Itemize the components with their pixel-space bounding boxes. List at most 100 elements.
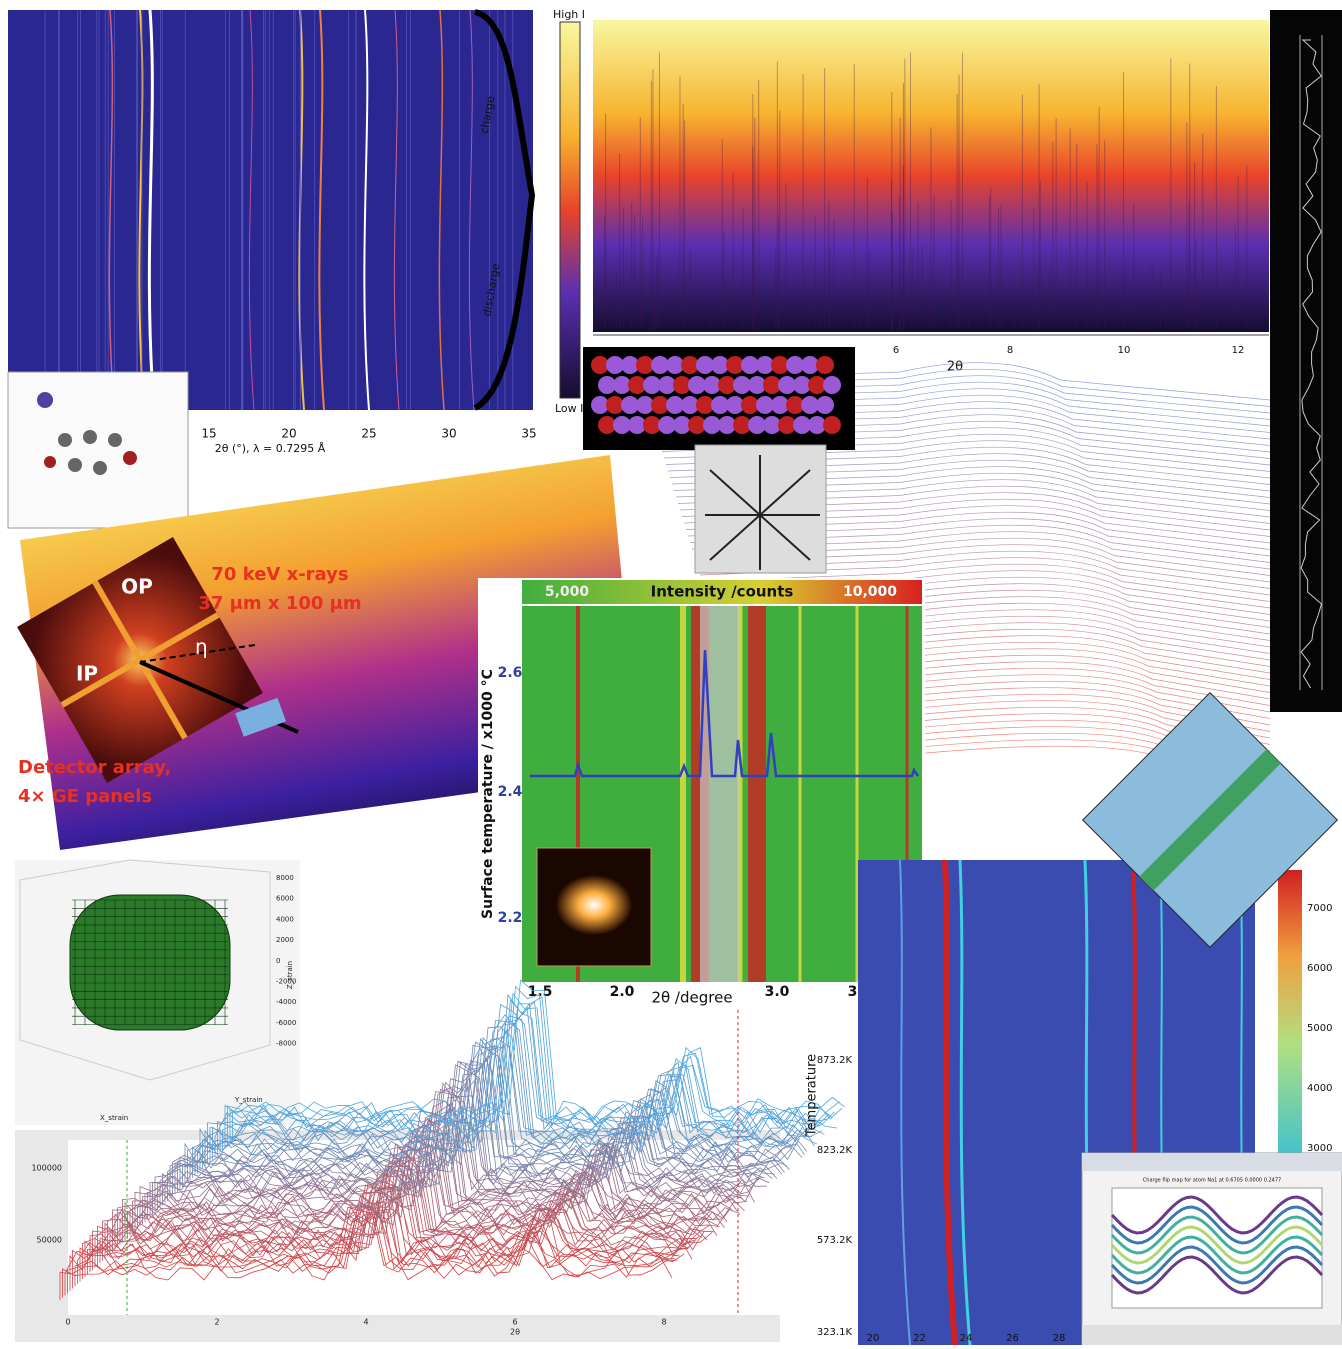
atom: [771, 396, 789, 414]
axis-label: 2θ: [947, 360, 963, 375]
trace: [659, 427, 1271, 466]
diffraction-line: [108, 9, 115, 411]
panel-label: IP: [76, 662, 98, 686]
window-inset: [7, 371, 189, 529]
contour: [1110, 1235, 1324, 1275]
band: [899, 859, 911, 1346]
colorbar-title: Intensity /counts: [651, 583, 794, 601]
colorbar-label: Low I: [555, 402, 583, 415]
atom: [628, 416, 646, 434]
trace: [661, 433, 1271, 472]
trace: [675, 479, 1271, 518]
atom: [606, 396, 624, 414]
atom: [673, 416, 691, 434]
axis-label: Temperature: [805, 1054, 820, 1137]
trace: [62, 1205, 675, 1298]
lattice: [705, 455, 820, 570]
atom: [756, 396, 774, 414]
tick-label: 823.2K: [817, 1145, 853, 1156]
diamond-inset: [1082, 692, 1338, 948]
tick-label: 5000: [1307, 1023, 1332, 1034]
atom: [621, 396, 639, 414]
toolbar: [1082, 1325, 1342, 1345]
trace: [693, 537, 1271, 576]
trace: [743, 700, 1271, 739]
atom: [718, 376, 736, 394]
atom: [778, 416, 796, 434]
tick-label: 15: [201, 427, 216, 441]
trace: [59, 1206, 673, 1300]
window-title: Charge flip map for atom Na1 at 0.6705 0…: [1143, 1178, 1281, 1184]
band: [680, 606, 686, 982]
axis-label: 2θ: [510, 1328, 520, 1337]
atom: [628, 376, 646, 394]
trace: [715, 609, 1271, 648]
tick-label: 0: [65, 1318, 70, 1327]
panel-label: OP: [121, 575, 153, 599]
tick-label: 20: [281, 427, 296, 441]
tick-label: 22: [913, 1333, 926, 1344]
heatmap-bg: [8, 10, 533, 410]
trace: [229, 996, 843, 1144]
atom: [651, 356, 669, 374]
trace: [645, 381, 1271, 420]
axis-label: X_strain: [100, 1114, 128, 1122]
trace: [194, 1028, 808, 1176]
contour: [1110, 1215, 1324, 1255]
atom: [591, 356, 609, 374]
colorbar: [522, 580, 922, 604]
tick-label: 28: [1053, 1333, 1066, 1344]
tick-label: 24: [960, 1333, 973, 1344]
tick-label: 6: [893, 345, 899, 356]
atom: [726, 356, 744, 374]
trace: [124, 1124, 738, 1241]
trace: [104, 1157, 718, 1259]
atom: [673, 376, 691, 394]
diffraction-line: [248, 9, 255, 411]
colorbar-label: 10,000: [843, 584, 897, 600]
atom: [613, 376, 631, 394]
atom: [696, 396, 714, 414]
tick-label: 4000: [1307, 1083, 1332, 1094]
trace: [649, 394, 1271, 433]
trace: [87, 1187, 700, 1275]
axis-label: Surface temperature / x1000 °C: [480, 669, 496, 919]
atom: [816, 396, 834, 414]
trace: [695, 544, 1271, 583]
trace: [639, 362, 1271, 401]
tick-label: 8: [1007, 345, 1013, 356]
axis-label: Y_strain: [234, 1096, 263, 1104]
trace: [214, 1005, 828, 1158]
waterfall-lines: [59, 979, 845, 1300]
atom: [711, 356, 729, 374]
trace: [727, 648, 1271, 687]
tick-label: 4: [363, 1318, 368, 1327]
atom: [658, 416, 676, 434]
trace: [149, 1087, 763, 1218]
trace: [687, 518, 1271, 557]
trace: [112, 1141, 725, 1252]
trace: [697, 550, 1271, 589]
atom: [681, 356, 699, 374]
tick-label: 573.2K: [817, 1235, 853, 1246]
density-blobs: [37, 392, 137, 475]
trace: [731, 661, 1271, 700]
atom: [793, 416, 811, 434]
trace: [222, 999, 835, 1151]
atom: [786, 396, 804, 414]
caption: Detector array,: [18, 757, 171, 778]
trace: [127, 1117, 740, 1238]
atom: [763, 416, 781, 434]
tick-label: -8000: [276, 1040, 296, 1048]
atom: [741, 396, 759, 414]
band: [748, 606, 766, 982]
trace: [671, 466, 1271, 505]
atom: [823, 376, 841, 394]
tick-label: 2.4: [498, 784, 523, 800]
trace: [673, 472, 1271, 511]
structure-chain: [1300, 39, 1323, 689]
beam-label: 70 keV x-rays: [211, 564, 348, 585]
atom: [658, 376, 676, 394]
trace: [745, 706, 1271, 745]
